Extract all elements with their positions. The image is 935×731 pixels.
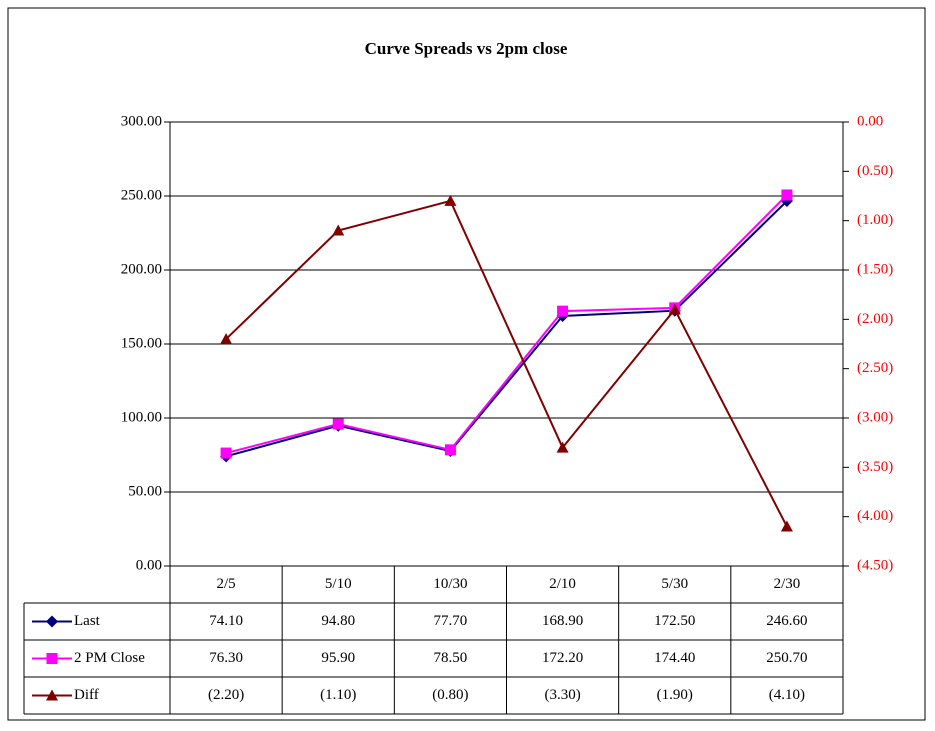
y-tick-label: 250.00 xyxy=(121,187,162,203)
table-cell: 94.80 xyxy=(321,613,355,629)
series-line xyxy=(225,199,788,527)
x-tick-label: 2/10 xyxy=(549,576,576,592)
marker xyxy=(332,224,345,236)
table-cell: 172.20 xyxy=(542,650,583,666)
x-tick-label: 2/5 xyxy=(216,576,235,592)
table-cell: 174.40 xyxy=(654,650,695,666)
table-cell: 250.70 xyxy=(766,650,807,666)
y-tick-label: 100.00 xyxy=(121,409,162,425)
table-cell: (2.20) xyxy=(208,687,244,703)
y2-tick-label: (2.00) xyxy=(857,311,893,327)
table-cell: (1.10) xyxy=(320,687,356,703)
chart-title: Curve Spreads vs 2pm close xyxy=(365,39,568,58)
y2-tick-label: 0.00 xyxy=(857,113,883,129)
y-tick-label: 150.00 xyxy=(121,335,162,351)
marker xyxy=(444,194,457,206)
table-cell: 77.70 xyxy=(434,613,468,629)
table-cell: (1.90) xyxy=(657,687,693,703)
y-tick-label: 200.00 xyxy=(121,261,162,277)
x-tick-label: 5/10 xyxy=(325,576,352,592)
y2-tick-label: (1.50) xyxy=(857,261,893,277)
table-cell: 95.90 xyxy=(321,650,355,666)
x-tick-label: 10/30 xyxy=(433,576,467,592)
marker xyxy=(46,689,58,701)
marker xyxy=(556,441,569,453)
marker xyxy=(557,305,569,317)
legend-label: Last xyxy=(74,613,101,629)
table-cell: 78.50 xyxy=(434,650,468,666)
y-tick-label: 300.00 xyxy=(121,113,162,129)
x-tick-label: 5/30 xyxy=(661,576,688,592)
chart-border xyxy=(7,7,926,721)
marker xyxy=(780,520,793,532)
marker xyxy=(46,653,58,664)
y-tick-label: 0.00 xyxy=(136,557,162,573)
table-cell: 76.30 xyxy=(209,650,243,666)
table-cell: (0.80) xyxy=(432,687,468,703)
marker xyxy=(444,444,456,456)
marker xyxy=(668,303,681,315)
table-cell: 246.60 xyxy=(766,613,807,629)
marker xyxy=(220,447,232,459)
table-cell: 172.50 xyxy=(654,613,695,629)
y2-tick-label: (0.50) xyxy=(857,163,893,179)
table-cell: (3.30) xyxy=(544,687,580,703)
marker xyxy=(46,615,58,628)
y2-tick-label: (3.00) xyxy=(857,409,893,425)
series-line xyxy=(225,194,788,455)
y-tick-label: 50.00 xyxy=(128,483,162,499)
y2-tick-label: (1.00) xyxy=(857,212,893,228)
marker xyxy=(332,418,344,430)
x-tick-label: 2/30 xyxy=(774,576,801,592)
series-line xyxy=(225,200,788,458)
y2-tick-label: (4.50) xyxy=(857,557,893,573)
table-cell: 168.90 xyxy=(542,613,583,629)
legend-label: 2 PM Close xyxy=(74,650,145,666)
table-cell: (4.10) xyxy=(769,687,805,703)
table-cell: 74.10 xyxy=(209,613,243,629)
legend-label: Diff xyxy=(74,687,99,703)
y2-tick-label: (4.00) xyxy=(857,508,893,524)
y2-tick-label: (2.50) xyxy=(857,360,893,376)
y2-tick-label: (3.50) xyxy=(857,459,893,475)
marker xyxy=(220,333,233,345)
marker xyxy=(781,189,793,201)
